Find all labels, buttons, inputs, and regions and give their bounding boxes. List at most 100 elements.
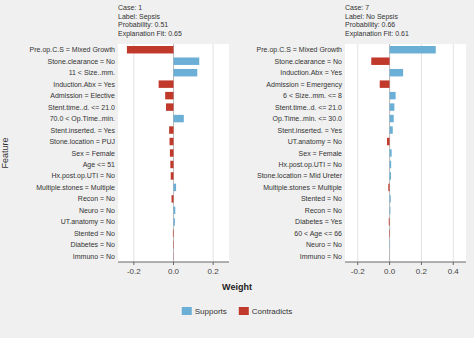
legend: Supports Contradicts — [182, 307, 293, 316]
category-label: Multiple.stones = Multiple — [36, 184, 115, 192]
bar — [371, 57, 389, 64]
grid-line — [213, 44, 214, 262]
plot-area — [118, 44, 229, 262]
title: Case: 1Label: SepsisProbability: 0.51Exp… — [118, 4, 182, 38]
bar — [389, 230, 390, 237]
category-label: Hx.post.op.UTI = No — [51, 172, 115, 180]
category-label: Stent.time..d. <= 21.0 — [275, 104, 342, 111]
category-label: Stone.location = PUJ — [49, 138, 115, 145]
category-label: Admission = Emergency — [266, 81, 342, 89]
title-line: Label: No Sepsis — [345, 13, 398, 21]
bar — [390, 149, 392, 156]
tick-label: 0.0 — [384, 267, 396, 276]
title-line: Label: Sepsis — [118, 13, 161, 21]
category-label: Stented = No — [74, 230, 115, 237]
category-label: Induction.Abx = Yes — [280, 69, 342, 76]
category-label: Diabetes = No — [70, 241, 115, 248]
bar — [380, 80, 390, 87]
category-label: UT.anatomy = No — [61, 218, 115, 226]
title-line: Probability: 0.66 — [345, 21, 395, 29]
bar — [390, 172, 391, 179]
tick-label: 0.2 — [416, 267, 428, 276]
bar — [390, 115, 394, 122]
bar — [172, 195, 174, 202]
category-label: Age <= 51 — [83, 161, 115, 169]
y-axis-label: Feature — [0, 137, 10, 168]
title-line: Case: 1 — [118, 4, 142, 11]
title-line: Probability: 0.51 — [118, 21, 168, 29]
legend-item: Supports — [182, 307, 227, 316]
bar — [389, 253, 390, 260]
bar — [159, 80, 174, 87]
bar — [173, 241, 174, 248]
bar — [127, 46, 174, 53]
bar — [171, 172, 174, 179]
category-label: Recon = No — [305, 207, 342, 214]
category-label: Diabetes = Yes — [295, 218, 342, 225]
category-label: 70.0 < Op.Time..min. — [50, 115, 115, 123]
bars — [127, 46, 199, 260]
legend-label: Supports — [195, 307, 227, 316]
category-label: Sex = Female — [72, 150, 115, 157]
bar — [390, 126, 393, 133]
bar — [388, 218, 390, 225]
grid-line — [357, 44, 358, 262]
bar — [174, 184, 177, 191]
bar — [170, 138, 174, 145]
grid-line — [133, 44, 134, 262]
bar — [170, 149, 174, 156]
title: Case: 7 Label: No SepsisProbability: 0.66… — [345, 4, 409, 38]
category-label: Stone.clearance = No — [274, 58, 342, 65]
tick-label: 0.0 — [168, 267, 180, 276]
bar — [165, 92, 173, 99]
category-label: Hx.post.op.UTI = No — [278, 161, 342, 169]
bar — [387, 138, 390, 145]
bar — [389, 241, 390, 248]
category-label: Sex = Female — [299, 150, 342, 157]
category-label: Admission = Elective — [50, 92, 115, 99]
tick-label: 0.2 — [208, 267, 220, 276]
category-label: Stented = No — [301, 195, 342, 202]
bar — [390, 161, 392, 168]
bar — [390, 195, 391, 202]
category-label: 6 < Size..mm. <= 8 — [283, 92, 342, 99]
title-line: Case: 7 — [345, 4, 369, 11]
legend-item: Contradicts — [239, 307, 292, 316]
category-label: Stent.time..d. <= 21.0 — [48, 104, 115, 111]
category-label: Pre.op.C.S = Mixed Growth — [30, 46, 116, 54]
bar — [169, 126, 173, 133]
category-label: Pre.op.C.S = Mixed Growth — [257, 46, 343, 54]
legend-swatch — [239, 307, 249, 315]
legend-swatch — [182, 307, 192, 315]
category-label: Recon = No — [78, 195, 115, 202]
bar — [388, 184, 389, 191]
bar — [174, 218, 175, 225]
bar — [390, 92, 396, 99]
panel: Case: 7 Label: No SepsisProbability: 0.66… — [257, 4, 466, 276]
bar — [390, 69, 404, 76]
bar — [390, 103, 395, 110]
category-label: Stent.inserted. = Yes — [51, 127, 116, 134]
grid-line — [421, 44, 422, 262]
x-axis-line — [345, 262, 466, 263]
tick-label: 0.4 — [448, 267, 460, 276]
category-label: 60 < Age <= 66 — [294, 230, 342, 238]
bar — [174, 207, 176, 214]
tick-label: -0.2 — [127, 267, 141, 276]
grid-line — [453, 44, 454, 262]
bar — [172, 230, 174, 237]
bar — [166, 103, 174, 110]
category-label: 11 < Size..mm. — [69, 69, 115, 76]
category-label: Neuro = No — [306, 241, 342, 248]
category-label: Stone.clearance = No — [47, 58, 115, 65]
category-label: Stent.inserted. = Yes — [278, 127, 343, 134]
bar — [173, 253, 174, 260]
category-label: Immuno = No — [300, 253, 342, 260]
background — [0, 0, 474, 338]
title-line: Explanation Fit: 0.61 — [345, 30, 409, 38]
chart: Case: 1 Label: SepsisProbability: 0.51 Exp… — [0, 0, 474, 338]
bar — [174, 115, 184, 122]
x-axis-line — [118, 262, 229, 263]
category-label: Stone.location = Mid Ureter — [257, 172, 343, 179]
category-label: Induction.Abx = Yes — [53, 81, 115, 88]
